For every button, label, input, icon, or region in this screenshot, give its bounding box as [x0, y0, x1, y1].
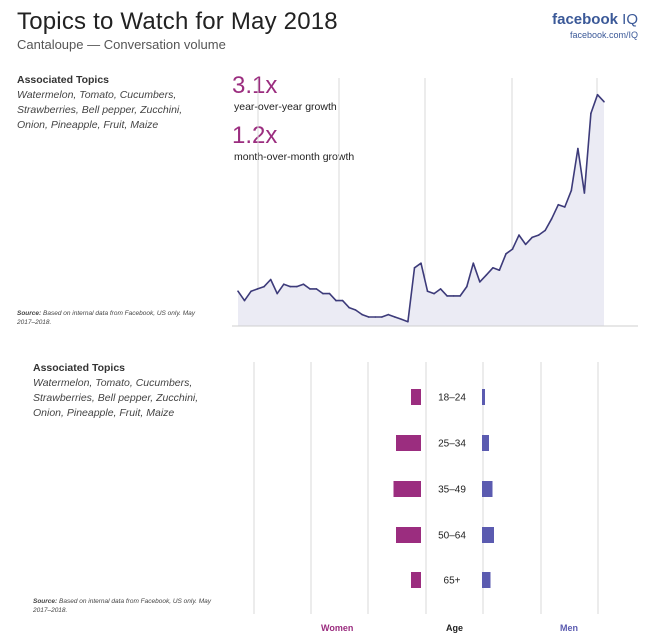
volume-point-48: [550, 217, 553, 220]
top-source-note: Source: Based on internal data from Face…: [17, 309, 197, 327]
bottom-topics-heading: Associated Topics: [33, 362, 125, 374]
men-bar-2: [482, 481, 493, 497]
age-label-4: 65+: [444, 576, 461, 587]
bottom-source-note: Source: Based on internal data from Face…: [33, 597, 213, 615]
age-label-1: 25–34: [438, 439, 466, 450]
age-label-0: 18–24: [438, 393, 466, 404]
volume-point-8: [289, 285, 292, 288]
volume-point-52: [577, 147, 579, 150]
volume-point-15: [335, 299, 337, 302]
men-bar-0: [482, 389, 485, 405]
brand-suffix: IQ: [622, 11, 638, 28]
volume-point-38: [485, 274, 488, 276]
volume-point-33: [452, 295, 455, 297]
women-bar-3: [396, 527, 421, 543]
volume-point-56: [603, 100, 605, 103]
top-source-label: Source:: [17, 310, 42, 317]
bottom-source-label: Source:: [33, 598, 58, 605]
volume-point-22: [381, 316, 383, 318]
brand-name: facebook IQ: [552, 11, 638, 28]
volume-point-34: [459, 295, 462, 297]
volume-point-54: [590, 112, 592, 115]
volume-point-29: [426, 290, 429, 293]
volume-point-36: [472, 262, 475, 265]
volume-point-51: [570, 189, 573, 192]
women-bar-1: [396, 435, 421, 451]
volume-point-45: [531, 236, 533, 239]
volume-point-21: [374, 316, 377, 318]
page-subtitle: Cantaloupe — Conversation volume: [17, 37, 226, 52]
volume-point-2: [250, 290, 252, 293]
volume-point-42: [511, 248, 514, 250]
women-bar-2: [393, 481, 421, 497]
volume-point-6: [276, 292, 279, 295]
brand-url: facebook.com/IQ: [569, 30, 638, 40]
volume-point-28: [420, 262, 422, 265]
volume-point-1: [243, 299, 246, 302]
age-label-2: 35–49: [438, 485, 466, 496]
volume-point-49: [557, 203, 560, 206]
volume-point-7: [283, 283, 285, 286]
volume-point-20: [367, 316, 370, 318]
top-topics-text: Watermelon, Tomato, Cucumbers, Strawberr…: [17, 89, 183, 131]
men-bar-1: [482, 435, 489, 451]
volume-point-0: [237, 290, 239, 293]
volume-point-17: [348, 306, 350, 309]
volume-point-39: [492, 267, 494, 269]
volume-point-40: [498, 269, 501, 272]
women-bar-4: [411, 572, 421, 588]
volume-point-30: [433, 292, 435, 295]
volume-point-44: [524, 243, 527, 246]
volume-point-5: [269, 278, 272, 281]
age-axis-label: Age: [446, 623, 464, 633]
mom-label: month-over-month growth: [234, 151, 355, 163]
top-source-text: Based on internal data from Facebook, US…: [17, 310, 196, 326]
bottom-topics-text: Watermelon, Tomato, Cucumbers, Strawberr…: [33, 377, 199, 419]
volume-point-3: [256, 288, 259, 290]
men-axis-label: Men: [560, 623, 578, 633]
volume-point-46: [537, 234, 540, 236]
yoy-label: year-over-year growth: [234, 101, 337, 113]
volume-point-43: [518, 234, 520, 236]
volume-point-9: [296, 285, 298, 288]
mom-value: 1.2x: [232, 122, 278, 149]
volume-point-4: [263, 285, 265, 288]
volume-point-50: [564, 206, 566, 208]
volume-point-55: [596, 93, 599, 96]
volume-point-31: [439, 288, 442, 290]
brand-logo: facebook IQ facebook.com/IQ: [552, 11, 638, 40]
brand-word: facebook: [552, 11, 618, 28]
volume-point-35: [466, 285, 468, 288]
volume-point-16: [341, 299, 344, 302]
volume-point-53: [583, 192, 586, 194]
volume-point-25: [400, 318, 403, 321]
volume-point-13: [322, 292, 324, 295]
volume-area: [238, 94, 604, 326]
yoy-value: 3.1x: [232, 72, 278, 99]
top-topics-heading: Associated Topics: [17, 74, 109, 86]
women-bar-0: [411, 389, 421, 405]
volume-point-10: [302, 283, 305, 286]
volume-point-19: [361, 313, 364, 316]
volume-point-23: [387, 313, 390, 316]
page-title: Topics to Watch for May 2018: [17, 8, 338, 35]
volume-point-27: [413, 267, 416, 269]
volume-point-32: [446, 295, 448, 297]
volume-point-18: [354, 309, 357, 311]
volume-point-11: [309, 288, 311, 290]
men-bar-3: [482, 527, 494, 543]
volume-point-47: [544, 229, 546, 232]
volume-point-24: [394, 316, 396, 318]
volume-point-14: [328, 292, 331, 295]
volume-point-41: [505, 253, 507, 255]
men-bar-4: [482, 572, 491, 588]
volume-point-26: [407, 320, 409, 323]
age-label-3: 50–64: [438, 531, 466, 542]
volume-point-12: [315, 288, 318, 290]
bottom-source-text: Based on internal data from Facebook, US…: [33, 598, 212, 614]
volume-point-37: [479, 281, 481, 283]
women-axis-label: Women: [321, 623, 354, 633]
